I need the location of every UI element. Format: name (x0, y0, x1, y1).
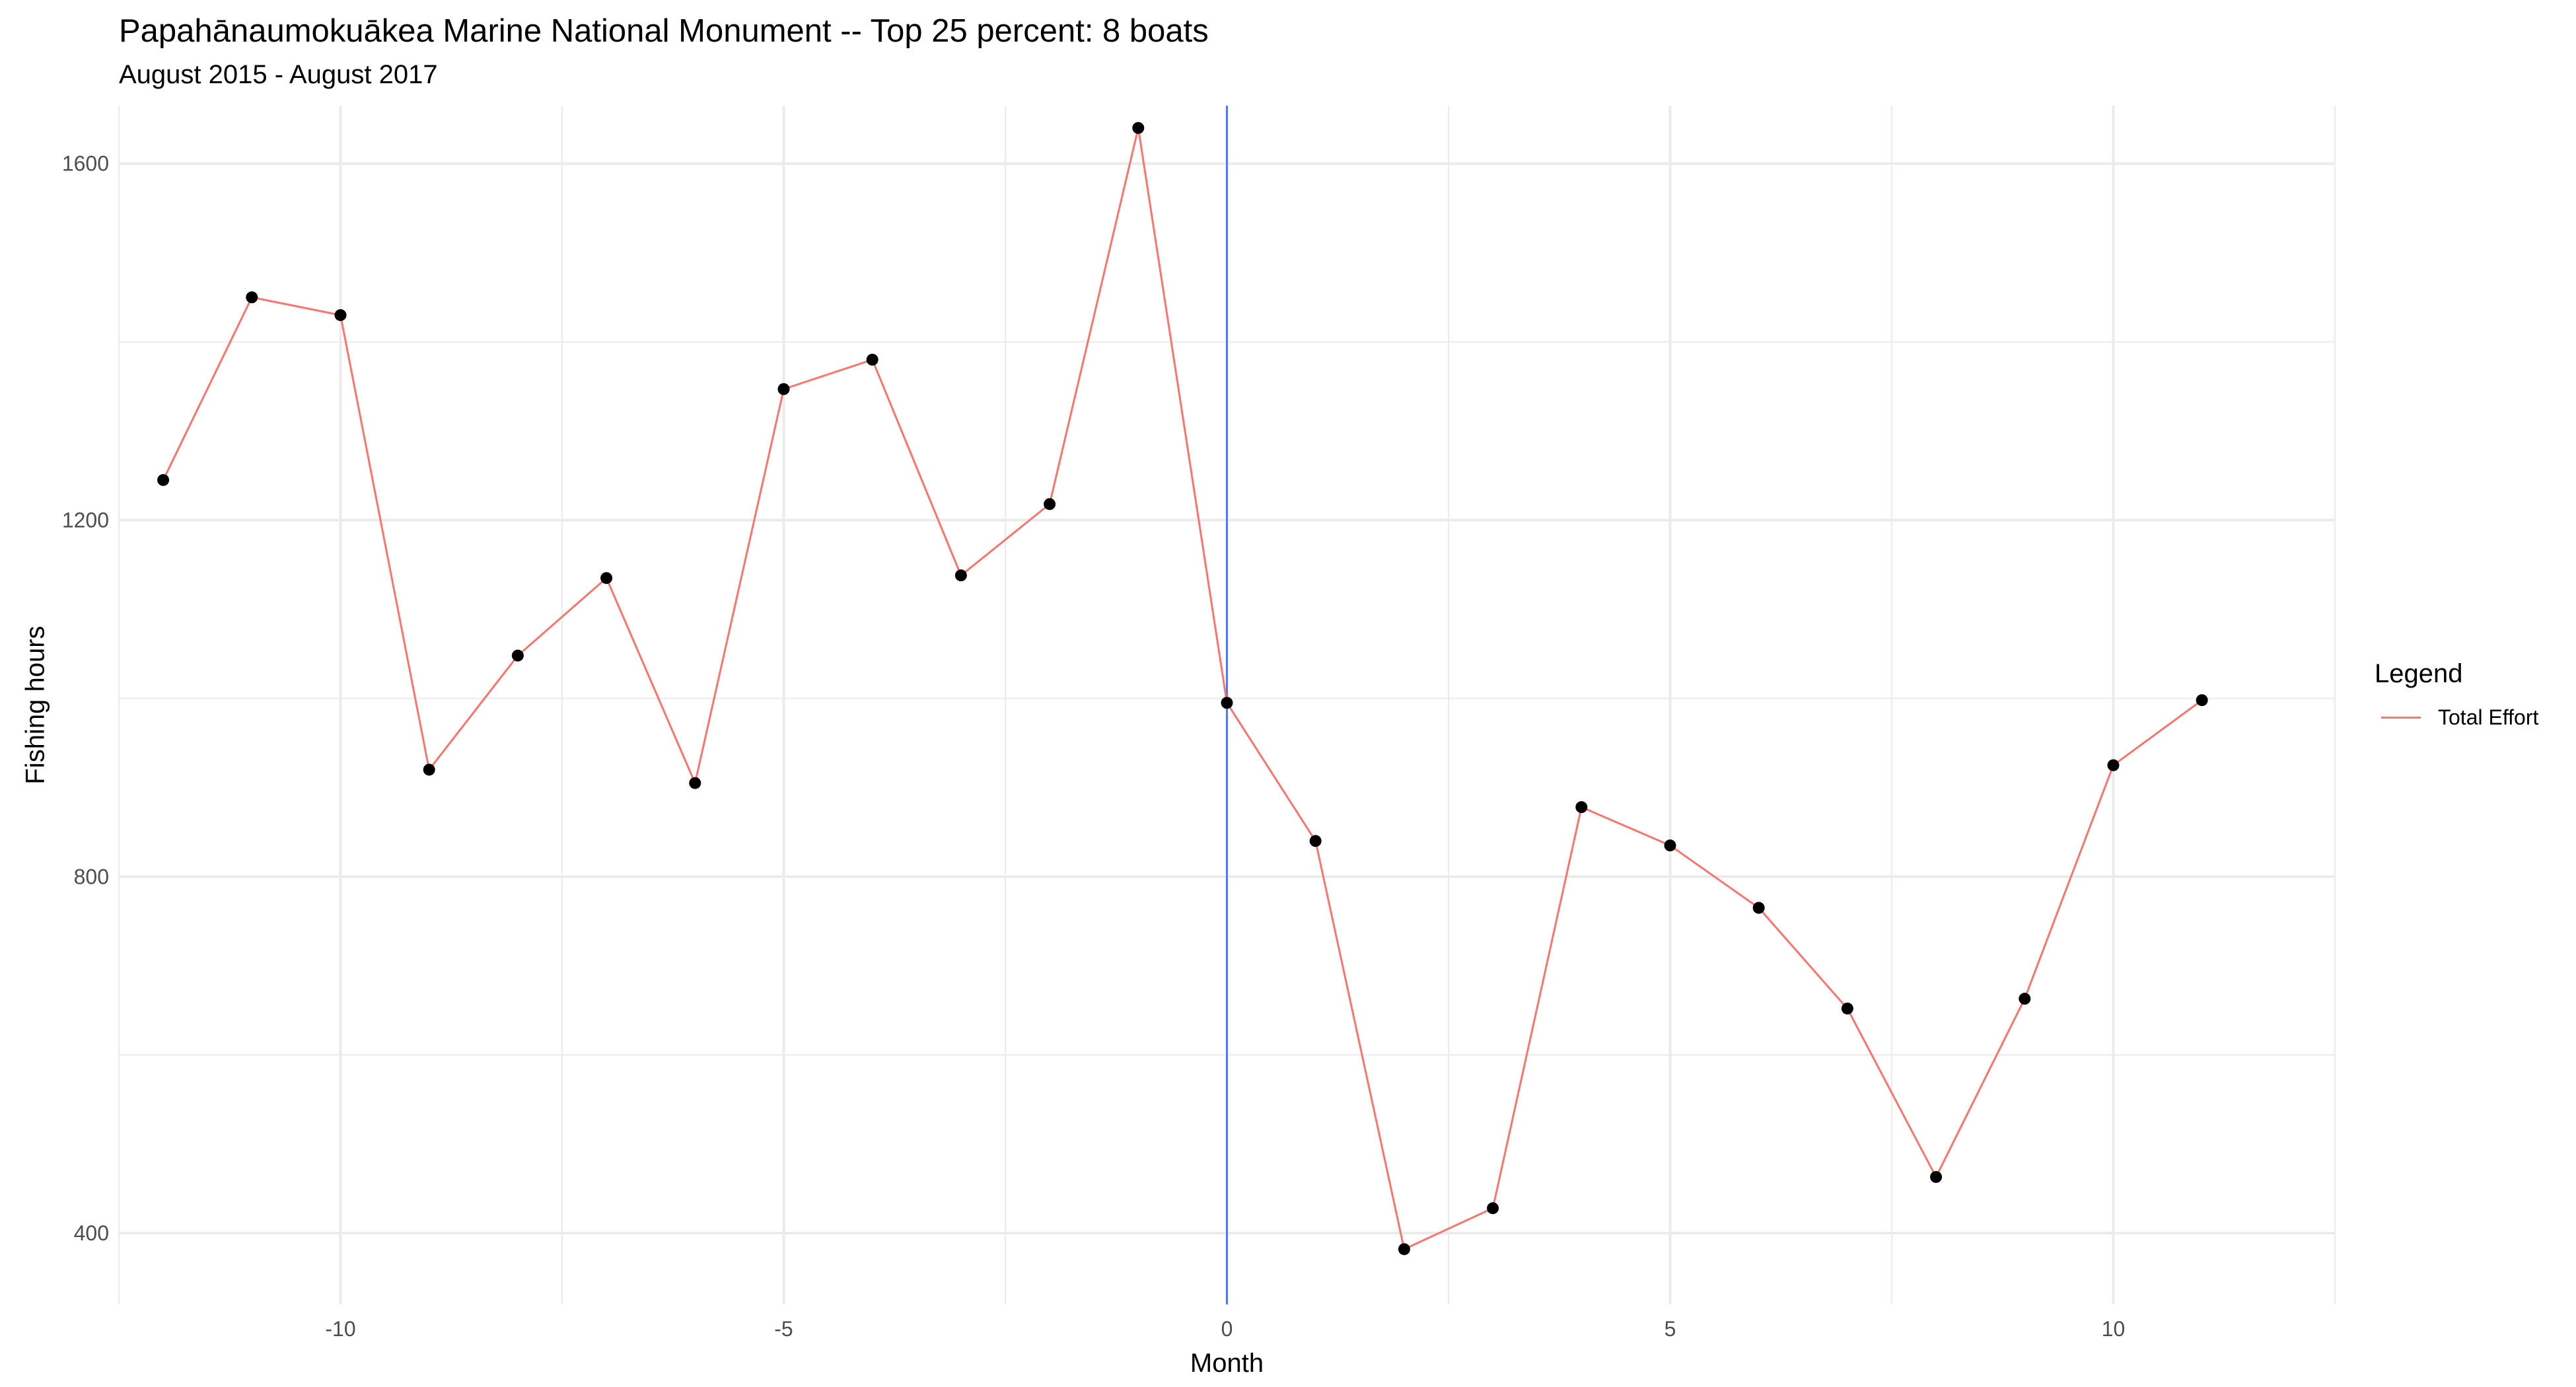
data-point (1575, 801, 1588, 814)
legend-label: Total Effort (2438, 705, 2539, 729)
legend-title: Legend (2375, 659, 2463, 688)
data-point (511, 649, 524, 662)
data-point (423, 764, 435, 776)
data-point (2107, 759, 2120, 771)
data-point (866, 353, 878, 366)
y-tick-label: 1200 (62, 508, 109, 532)
data-point (777, 383, 790, 396)
data-point (1487, 1202, 1499, 1215)
data-point (689, 777, 701, 789)
data-point (1132, 122, 1145, 134)
data-point (600, 572, 613, 585)
y-axis-title: Fishing hours (21, 625, 50, 784)
y-tick-label: 1600 (62, 152, 109, 176)
legend-item: Total Effort (2375, 705, 2538, 730)
data-point (1841, 1002, 1853, 1014)
chart-title: Papahānaumokuākea Marine National Monume… (119, 13, 1209, 49)
y-tick-labels: 400 800 1200 1600 (62, 152, 109, 1245)
series-line (162, 127, 2203, 1251)
series-layer (162, 127, 2203, 1251)
data-point (157, 474, 170, 486)
x-axis-title: Month (1190, 1349, 1264, 1378)
x-tick-label: -10 (325, 1317, 355, 1341)
x-tick-label: 5 (1664, 1317, 1676, 1341)
chart-subtitle: August 2015 - August 2017 (119, 60, 438, 89)
x-tick-label: 10 (2102, 1317, 2126, 1341)
data-point (954, 569, 967, 582)
data-point (334, 309, 347, 322)
legend: Legend Total Effort (2375, 655, 2538, 730)
data-point (1752, 902, 1765, 914)
data-point (1221, 697, 1233, 709)
data-point (246, 291, 258, 304)
points-layer (157, 122, 2208, 1256)
legend-line-key (2381, 717, 2421, 719)
data-point (2019, 993, 2031, 1005)
data-point (1664, 839, 1676, 852)
data-point (1930, 1171, 1943, 1184)
data-point (2196, 694, 2208, 707)
x-tick-label: -5 (774, 1317, 793, 1341)
x-tick-label: 0 (1221, 1317, 1233, 1341)
x-tick-labels: -10 -5 0 5 10 (325, 1317, 2125, 1341)
data-point (1044, 498, 1056, 511)
y-tick-label: 400 (74, 1221, 109, 1245)
y-tick-label: 800 (74, 865, 109, 888)
data-point (1309, 835, 1322, 847)
data-point (1398, 1243, 1410, 1256)
